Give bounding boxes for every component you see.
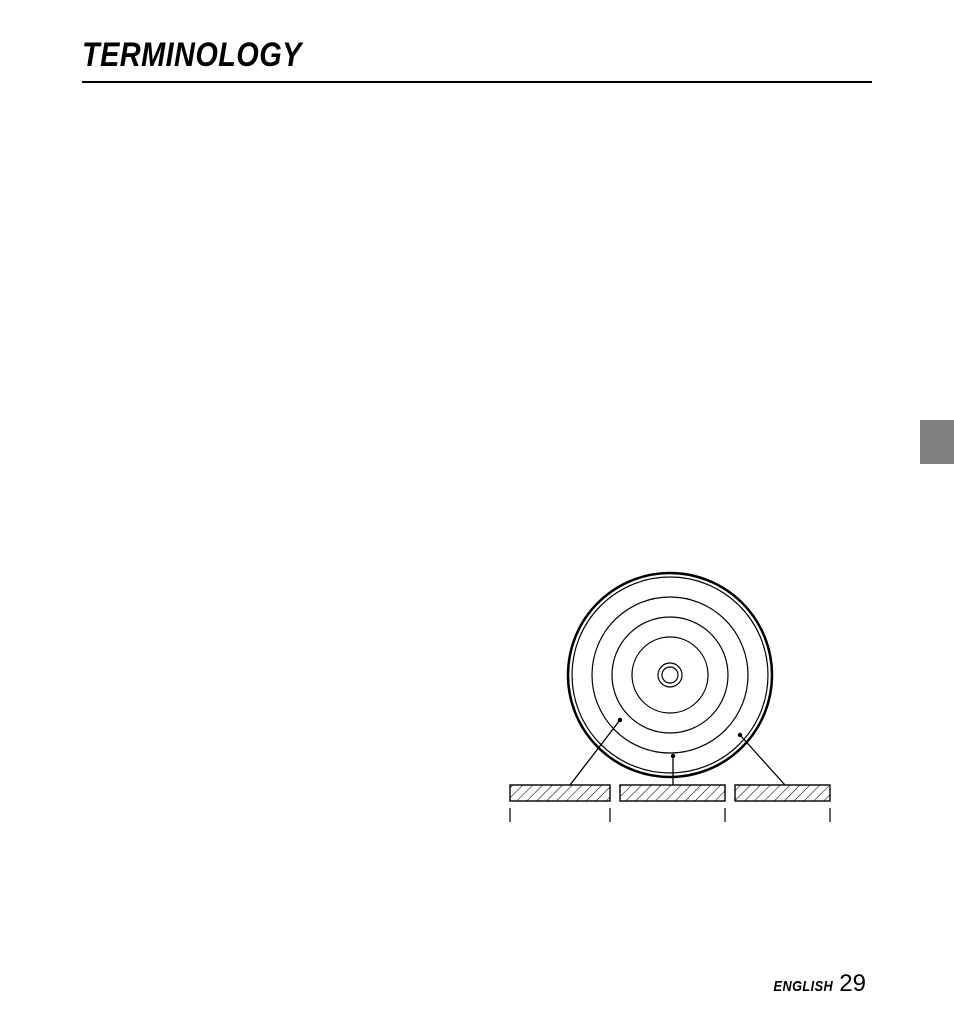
heading-rule	[82, 81, 872, 83]
heading-block: TERMINOLOGY	[82, 36, 872, 83]
page-title: TERMINOLOGY	[82, 36, 754, 81]
diagram-svg	[500, 560, 840, 850]
footer-language-label: ENGLISH	[774, 978, 834, 995]
section-tab	[920, 420, 954, 464]
footer-page-number: 29	[839, 970, 866, 998]
terminology-diagram	[500, 560, 840, 850]
page-footer: ENGLISH 29	[763, 970, 866, 998]
document-page: TERMINOLOGY ENGLISH 29	[0, 0, 954, 1034]
